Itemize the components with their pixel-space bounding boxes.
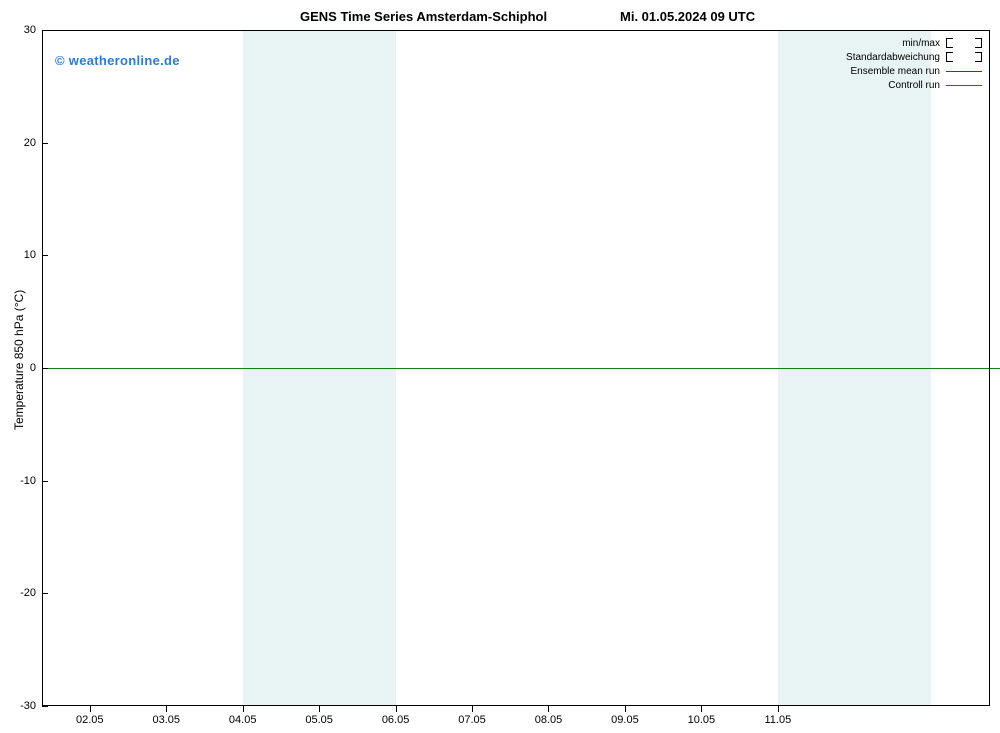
ytick-label: -20 bbox=[6, 587, 36, 599]
xtick-label: 09.05 bbox=[611, 714, 639, 726]
xtick-mark bbox=[396, 706, 397, 712]
xtick-label: 06.05 bbox=[382, 714, 410, 726]
ytick-label: 0 bbox=[6, 362, 36, 374]
legend-swatch bbox=[946, 38, 982, 48]
chart-title-right: Mi. 01.05.2024 09 UTC bbox=[620, 9, 755, 24]
watermark: © weatheronline.de bbox=[55, 53, 180, 68]
legend-item: min/max bbox=[846, 36, 982, 50]
xtick-label: 04.05 bbox=[229, 714, 257, 726]
xtick-label: 07.05 bbox=[458, 714, 486, 726]
legend-label: Controll run bbox=[888, 80, 940, 91]
legend-item: Ensemble mean run bbox=[846, 64, 982, 78]
xtick-mark bbox=[548, 706, 549, 712]
chart-container: GENS Time Series Amsterdam-Schiphol Mi. … bbox=[0, 0, 1000, 733]
ytick-label: 20 bbox=[6, 137, 36, 149]
legend-label: Ensemble mean run bbox=[851, 66, 941, 77]
xtick-label: 03.05 bbox=[152, 714, 180, 726]
xtick-mark bbox=[243, 706, 244, 712]
xtick-label: 11.05 bbox=[764, 714, 791, 726]
ytick-mark bbox=[42, 593, 48, 594]
zero-line bbox=[42, 368, 1000, 369]
xtick-label: 10.05 bbox=[688, 714, 716, 726]
xtick-label: 08.05 bbox=[535, 714, 563, 726]
ytick-mark bbox=[42, 255, 48, 256]
ytick-label: 30 bbox=[6, 24, 36, 36]
legend-label: min/max bbox=[902, 38, 940, 49]
ytick-mark bbox=[42, 481, 48, 482]
ytick-label: 10 bbox=[6, 249, 36, 261]
xtick-mark bbox=[472, 706, 473, 712]
ytick-label: -10 bbox=[6, 475, 36, 487]
legend-item: Controll run bbox=[846, 78, 982, 92]
legend-swatch bbox=[946, 80, 982, 90]
xtick-label: 02.05 bbox=[76, 714, 104, 726]
xtick-mark bbox=[319, 706, 320, 712]
ytick-mark bbox=[42, 706, 48, 707]
legend-label: Standardabweichung bbox=[846, 52, 940, 63]
legend: min/max Standardabweichung Ensemble mean r… bbox=[846, 36, 982, 92]
legend-swatch bbox=[946, 66, 982, 76]
ytick-mark bbox=[42, 30, 48, 31]
ytick-mark bbox=[42, 143, 48, 144]
xtick-label: 05.05 bbox=[305, 714, 333, 726]
yaxis-label: Temperature 850 hPa (°C) bbox=[12, 290, 26, 430]
xtick-mark bbox=[166, 706, 167, 712]
xtick-mark bbox=[778, 706, 779, 712]
plot-area bbox=[42, 30, 990, 706]
ytick-mark bbox=[42, 368, 48, 369]
ytick-label: -30 bbox=[6, 700, 36, 712]
xtick-mark bbox=[701, 706, 702, 712]
legend-item: Standardabweichung bbox=[846, 50, 982, 64]
xtick-mark bbox=[625, 706, 626, 712]
chart-title-left: GENS Time Series Amsterdam-Schiphol bbox=[300, 9, 547, 24]
legend-swatch bbox=[946, 52, 982, 62]
xtick-mark bbox=[90, 706, 91, 712]
